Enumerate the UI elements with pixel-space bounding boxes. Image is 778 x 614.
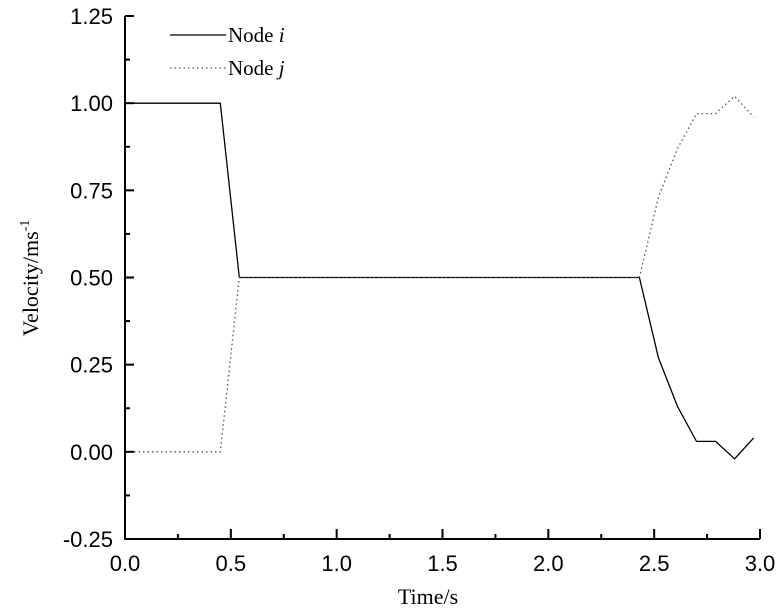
x-tick-label: 1.5 <box>427 551 458 576</box>
legend-item-node-j: Node j <box>170 56 285 80</box>
x-axis-ticks: 0.0 0.5 1.0 1.5 2.0 2.5 3.0 <box>110 529 776 576</box>
series-line-node-i <box>125 102 755 460</box>
x-tick-label: 2.5 <box>639 551 670 576</box>
y-tick-label: 0.50 <box>70 266 113 291</box>
y-axis-title: Velocity/ms-1 <box>18 220 43 337</box>
y-tick-label: 0.75 <box>70 178 113 203</box>
x-tick-label: 0.0 <box>110 551 141 576</box>
x-tick-label: 2.0 <box>533 551 564 576</box>
y-axis-title-main: Velocity/ms <box>18 231 43 336</box>
x-tick-label: 0.5 <box>216 551 247 576</box>
plot-lines <box>125 95 755 460</box>
x-tick-label: 1.0 <box>321 551 352 576</box>
x-tick-label: 3.0 <box>745 551 776 576</box>
x-axis-title: Time/s <box>398 584 458 609</box>
y-axis-title-superscript: -1 <box>18 220 33 232</box>
series-line-node-j <box>125 95 755 453</box>
legend: Node i Node j <box>170 23 285 80</box>
y-tick-label: 0.25 <box>70 353 113 378</box>
legend-label-node-j: Node j <box>228 56 285 80</box>
legend-item-node-i: Node i <box>170 23 285 47</box>
y-axis-ticks: -0.25 0.00 0.25 0.50 0.75 1.00 1.25 <box>63 4 134 552</box>
y-tick-label: 0.00 <box>70 440 113 465</box>
y-tick-label: 1.25 <box>70 4 113 29</box>
legend-label-node-i: Node i <box>228 23 285 47</box>
y-tick-label: -0.25 <box>63 527 113 552</box>
y-tick-label: 1.00 <box>70 91 113 116</box>
